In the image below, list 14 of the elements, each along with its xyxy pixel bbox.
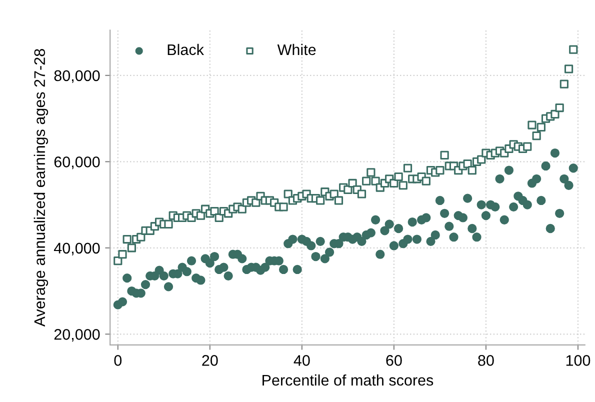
legend-label: White xyxy=(277,44,316,56)
x-tick-label: 40 xyxy=(294,355,310,366)
y-tick-label: 40,000 xyxy=(54,242,100,256)
x-tick-label: 80 xyxy=(478,355,494,366)
y-tick-label: 80,000 xyxy=(54,70,100,83)
y-tick-label: 60,000 xyxy=(54,156,100,170)
x-tick-label: 0 xyxy=(114,355,122,366)
legend-label: Black xyxy=(168,44,204,56)
x-axis-title: Percentile of math scores xyxy=(262,374,434,386)
x-tick-label: 20 xyxy=(202,355,218,366)
y-tick-label: 20,000 xyxy=(54,329,100,342)
y-axis-title: Average annualized earnings ages 27-28 xyxy=(34,49,48,327)
x-tick-label: 60 xyxy=(386,355,402,366)
x-tick-label: 100 xyxy=(566,355,590,366)
